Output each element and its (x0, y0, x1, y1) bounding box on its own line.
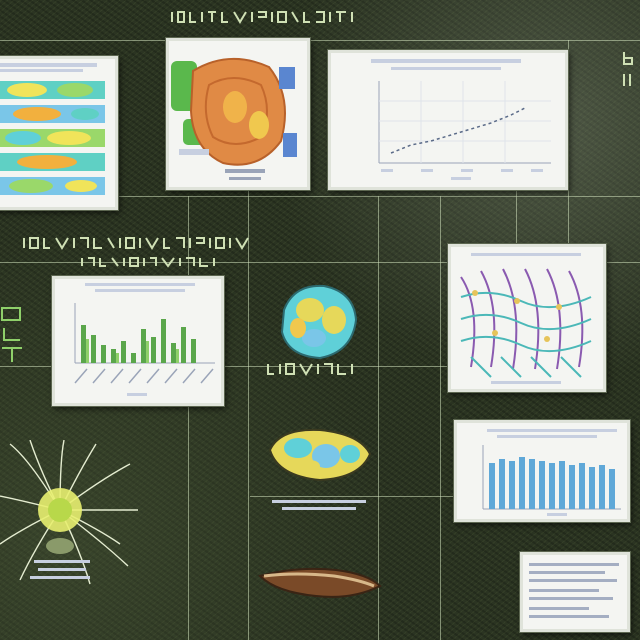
line-chart-panel (328, 50, 568, 190)
mosaic-panel-top-left (0, 56, 118, 210)
connector-line (0, 366, 520, 367)
connector-line (0, 40, 640, 41)
seed-blob-caption (272, 500, 366, 510)
text-lines (529, 563, 619, 618)
connector-line (516, 190, 517, 250)
organism-figure (171, 58, 297, 180)
network-figure (460, 253, 592, 384)
section-heading-glyphs (23, 237, 249, 268)
seed-pod-icon (258, 567, 382, 598)
mosaic-figure (0, 63, 105, 195)
connector-line (188, 196, 189, 640)
text-panel-bottom-right (520, 552, 630, 632)
connector-line (378, 196, 379, 640)
cell-blob-center (280, 284, 358, 360)
blue-bar-chart-panel (454, 420, 630, 522)
radial-sunburst-icon (0, 440, 138, 585)
network-panel (448, 244, 606, 392)
connector-line (0, 262, 640, 263)
blue-bar-chart-figure (482, 429, 621, 516)
center-caption-glyphs (267, 363, 353, 376)
bar-chart-figure (74, 283, 215, 396)
line-chart-figure (371, 59, 551, 180)
connector-line (248, 40, 249, 640)
top-heading-glyphs (171, 11, 353, 24)
connector-line (250, 496, 510, 497)
organism-panel-top (166, 38, 310, 190)
right-edge-glyphs (623, 52, 633, 86)
seed-blob (268, 428, 372, 482)
bar-chart-panel (52, 276, 224, 406)
connector-line (568, 40, 569, 250)
connector-line (440, 196, 441, 640)
connector-line (0, 196, 640, 197)
left-edge-glyphs (1, 307, 22, 362)
